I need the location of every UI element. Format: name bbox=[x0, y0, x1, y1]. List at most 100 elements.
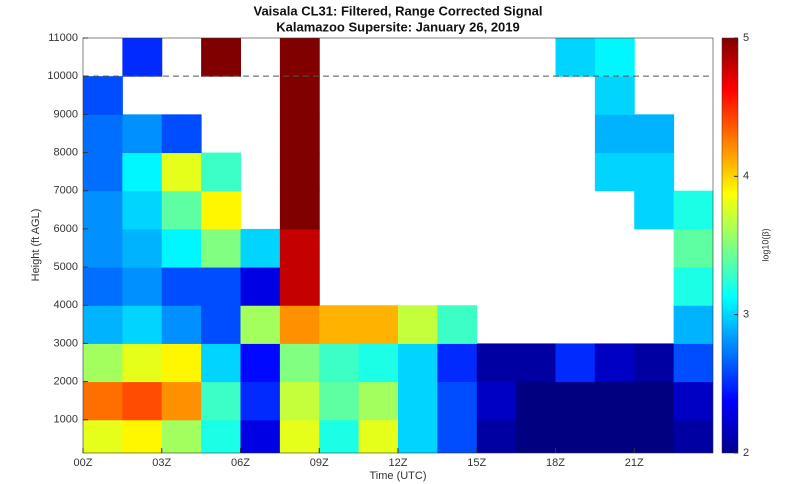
heatmap-cell bbox=[161, 305, 202, 344]
heatmap-cell bbox=[240, 228, 281, 268]
heatmap-cell bbox=[516, 381, 556, 421]
heatmap-cell bbox=[240, 381, 281, 421]
heatmap-cell bbox=[83, 343, 123, 383]
y-tick-label: 2000 bbox=[54, 376, 78, 388]
heatmap-cell bbox=[161, 419, 202, 453]
heatmap-cell bbox=[319, 419, 360, 453]
y-tick-label: 6000 bbox=[54, 223, 78, 235]
heatmap-cell bbox=[594, 419, 635, 453]
x-tick-label: 21Z bbox=[625, 457, 644, 469]
heatmap-cell bbox=[319, 343, 360, 383]
heatmap-cell bbox=[201, 190, 241, 230]
colorbar-tick-label: 3 bbox=[743, 309, 749, 321]
heatmap-cell bbox=[161, 152, 202, 192]
heatmap-cell bbox=[594, 152, 635, 192]
heatmap-cell bbox=[516, 343, 556, 383]
colorbar bbox=[721, 37, 739, 454]
heatmap-cell bbox=[634, 152, 675, 192]
x-axis-label: Time (UTC) bbox=[369, 470, 426, 482]
y-axis-label: Height (ft AGL) bbox=[30, 209, 42, 282]
heatmap-cell bbox=[201, 228, 241, 268]
heatmap-cell bbox=[555, 38, 596, 77]
colorbar-tick-label: 2 bbox=[743, 447, 749, 459]
x-tick-label: 00Z bbox=[74, 457, 93, 469]
heatmap-cell bbox=[201, 152, 241, 192]
heatmap-cell bbox=[83, 76, 123, 115]
heatmap-cell bbox=[476, 419, 517, 453]
heatmap-cell bbox=[240, 305, 281, 344]
x-tick-label: 12Z bbox=[389, 457, 408, 469]
heatmap-cell bbox=[555, 381, 596, 421]
heatmap-cell bbox=[161, 381, 202, 421]
heatmap-cell bbox=[594, 76, 635, 115]
y-tick-label: 9000 bbox=[54, 108, 78, 120]
heatmap-cell bbox=[673, 267, 713, 306]
heatmap-cell bbox=[476, 343, 517, 383]
heatmap-cell bbox=[634, 114, 675, 154]
heatmap-cell bbox=[634, 190, 675, 230]
heatmap-cell bbox=[279, 38, 320, 77]
heatmap-cell bbox=[122, 38, 163, 77]
heatmap-cell bbox=[594, 114, 635, 154]
heatmap-cell bbox=[161, 114, 202, 154]
heatmap-cell bbox=[122, 267, 163, 306]
heatmap-cell bbox=[161, 228, 202, 268]
heatmap-cell bbox=[279, 190, 320, 230]
heatmap-cell bbox=[673, 305, 713, 344]
heatmap-cell bbox=[476, 381, 517, 421]
heatmap-cell bbox=[319, 305, 360, 344]
y-tick-label: 8000 bbox=[54, 146, 78, 158]
heatmap-cell bbox=[201, 267, 241, 306]
heatmap-cell bbox=[398, 305, 438, 344]
heatmap-cell bbox=[279, 267, 320, 306]
heatmap-cell bbox=[555, 343, 596, 383]
colorbar-label: log10(β) bbox=[760, 228, 770, 261]
heatmap-cell bbox=[398, 381, 438, 421]
heatmap-cell bbox=[122, 152, 163, 192]
heatmap-cell bbox=[240, 343, 281, 383]
heatmap-cell bbox=[358, 381, 399, 421]
heatmap-cell bbox=[83, 305, 123, 344]
heatmap-cell bbox=[634, 343, 675, 383]
y-tick-label: 7000 bbox=[54, 185, 78, 197]
heatmap-cell bbox=[83, 152, 123, 192]
heatmap-cell bbox=[516, 419, 556, 453]
chart-subtitle: Kalamazoo Supersite: January 26, 2019 bbox=[276, 19, 520, 34]
heatmap-cell bbox=[398, 419, 438, 453]
heatmap-cell bbox=[673, 228, 713, 268]
heatmap-cell bbox=[279, 152, 320, 192]
heatmap-cell bbox=[673, 190, 713, 230]
colorbar-tick-label: 5 bbox=[743, 32, 749, 44]
heatmap-cell bbox=[319, 381, 360, 421]
heatmap-cell bbox=[437, 305, 478, 344]
heatmap-cell bbox=[122, 114, 163, 154]
heatmap-cell bbox=[240, 419, 281, 453]
heatmap-cell bbox=[201, 305, 241, 344]
x-tick-label: 03Z bbox=[152, 457, 171, 469]
heatmap-cell bbox=[240, 267, 281, 306]
y-tick-label: 11000 bbox=[48, 32, 78, 44]
heatmap-cell bbox=[161, 267, 202, 306]
heatmap-cell bbox=[122, 381, 163, 421]
heatmap-cell bbox=[673, 419, 713, 453]
heatmap-cell bbox=[358, 419, 399, 453]
heatmap-cell bbox=[201, 38, 241, 77]
heatmap-cell bbox=[594, 38, 635, 77]
heatmap-cell bbox=[279, 343, 320, 383]
heatmap-cell bbox=[83, 267, 123, 306]
chart-title: Vaisala CL31: Filtered, Range Corrected … bbox=[254, 3, 543, 18]
heatmap-cell bbox=[122, 305, 163, 344]
heatmap-cell bbox=[83, 419, 123, 453]
heatmap-cell bbox=[437, 419, 478, 453]
heatmap-cell bbox=[122, 419, 163, 453]
heatmap-cell bbox=[161, 343, 202, 383]
heatmap-cell bbox=[83, 228, 123, 268]
x-tick-label: 18Z bbox=[546, 457, 565, 469]
y-tick-label: 3000 bbox=[54, 337, 78, 349]
heatmap-cell bbox=[279, 114, 320, 154]
heatmap-cell bbox=[358, 343, 399, 383]
heatmap-cell bbox=[161, 190, 202, 230]
heatmap-cell bbox=[398, 343, 438, 383]
heatmap-cell bbox=[634, 419, 675, 453]
